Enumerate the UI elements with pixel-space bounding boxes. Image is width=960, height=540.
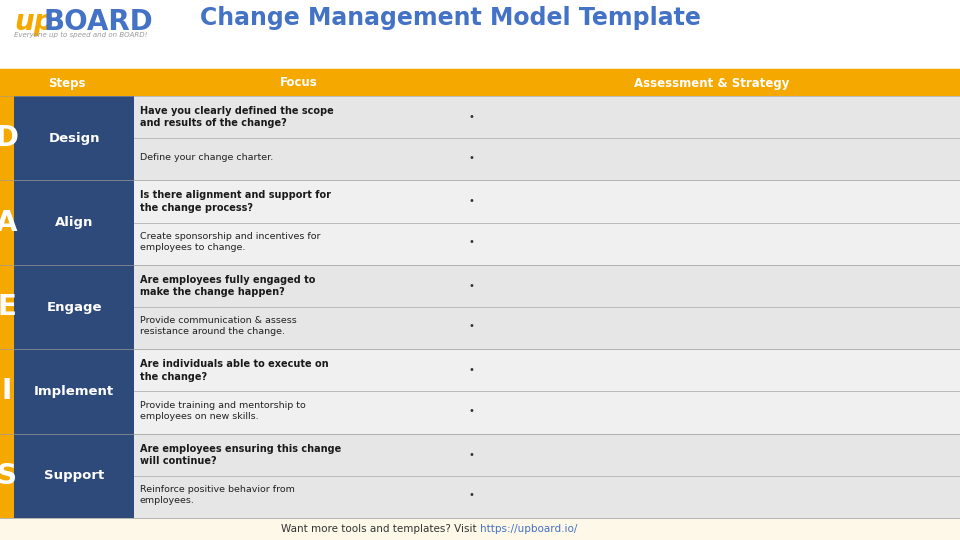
Text: Create sponsorship and incentives for
employees to change.: Create sponsorship and incentives for em… — [140, 232, 321, 252]
Bar — [0, 96, 14, 180]
Text: Want more tools and templates? Visit: Want more tools and templates? Visit — [281, 524, 480, 534]
Text: •: • — [469, 490, 475, 500]
Text: Provide communication & assess
resistance around the change.: Provide communication & assess resistanc… — [140, 316, 297, 336]
Text: up: up — [14, 8, 54, 36]
Bar — [0, 349, 960, 434]
Text: Provide training and mentorship to
employees on new skills.: Provide training and mentorship to emplo… — [140, 401, 305, 421]
Bar — [0, 265, 14, 349]
Text: •: • — [469, 112, 475, 122]
Text: I: I — [2, 377, 12, 406]
Text: Support: Support — [44, 469, 104, 482]
Text: Focus: Focus — [280, 77, 318, 90]
Bar — [0, 518, 960, 540]
Text: https://upboard.io/: https://upboard.io/ — [480, 524, 577, 534]
Text: •: • — [469, 406, 475, 416]
Text: Implement: Implement — [34, 385, 114, 398]
Text: •: • — [469, 281, 475, 291]
Bar — [0, 434, 960, 518]
Text: Define your change charter.: Define your change charter. — [140, 153, 274, 162]
Text: A: A — [0, 208, 17, 237]
Bar — [0, 434, 14, 518]
Text: S: S — [0, 462, 17, 490]
Bar — [0, 180, 14, 265]
Bar — [0, 180, 960, 265]
Bar — [0, 349, 14, 434]
Text: Engage: Engage — [46, 300, 102, 314]
Text: Change Management Model Template: Change Management Model Template — [200, 6, 701, 30]
Text: D: D — [0, 124, 18, 152]
Text: •: • — [469, 237, 475, 247]
Bar — [0, 0, 960, 70]
Bar — [14, 180, 134, 265]
Text: •: • — [469, 450, 475, 460]
Text: Align: Align — [55, 216, 93, 229]
Text: Is there alignment and support for
the change process?: Is there alignment and support for the c… — [140, 190, 331, 213]
Text: Steps: Steps — [48, 77, 85, 90]
Text: BOARD: BOARD — [44, 8, 154, 36]
Text: Design: Design — [48, 132, 100, 145]
Bar — [0, 70, 960, 96]
Text: Assessment & Strategy: Assessment & Strategy — [635, 77, 790, 90]
Bar — [14, 434, 134, 518]
Text: Reinforce positive behavior from
employees.: Reinforce positive behavior from employe… — [140, 485, 295, 505]
Bar — [14, 349, 134, 434]
Bar — [0, 265, 960, 349]
Text: •: • — [469, 197, 475, 206]
Text: Everyone up to speed and on BOARD!: Everyone up to speed and on BOARD! — [14, 32, 148, 38]
Text: Are employees ensuring this change
will continue?: Are employees ensuring this change will … — [140, 443, 341, 466]
Text: Have you clearly defined the scope
and results of the change?: Have you clearly defined the scope and r… — [140, 106, 334, 129]
Text: •: • — [469, 153, 475, 163]
Bar — [14, 265, 134, 349]
Text: E: E — [0, 293, 16, 321]
Bar — [0, 96, 960, 180]
Text: •: • — [469, 365, 475, 375]
Text: Are employees fully engaged to
make the change happen?: Are employees fully engaged to make the … — [140, 275, 316, 297]
Text: Are individuals able to execute on
the change?: Are individuals able to execute on the c… — [140, 359, 328, 381]
Bar — [14, 96, 134, 180]
Text: •: • — [469, 321, 475, 332]
